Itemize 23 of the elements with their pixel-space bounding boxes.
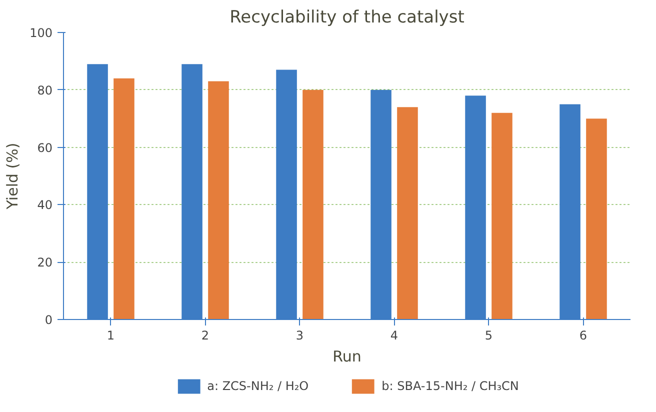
x-tick-label: 1 [106,328,115,342]
x-tick-label: 6 [579,328,588,342]
bar [586,118,607,320]
y-axis-title: Yield (%) [4,142,22,210]
bar [114,78,134,320]
y-tick-label: 20 [37,256,53,270]
y-tick-label: 80 [37,83,53,98]
y-tick-label: 100 [30,26,52,40]
x-tick-label: 4 [390,328,398,342]
legend-label: b: SBA-15-NH₂ / CH₃CN [382,379,519,393]
chart-title: Recyclability of the catalyst [230,8,465,28]
x-axis-title: Run [332,348,362,366]
bar [302,90,324,320]
bar [208,81,229,320]
x-tick-label: 2 [201,328,210,342]
x-tick-label: 5 [484,328,493,342]
bar [397,107,418,320]
legend-label: a: ZCS-NH₂ / H₂O [207,379,309,393]
x-tick-label: 3 [296,328,304,342]
y-tick-label: 40 [37,198,53,212]
bar [492,112,512,320]
y-tick-label: 0 [44,313,53,327]
y-tick-label: 60 [37,140,53,155]
